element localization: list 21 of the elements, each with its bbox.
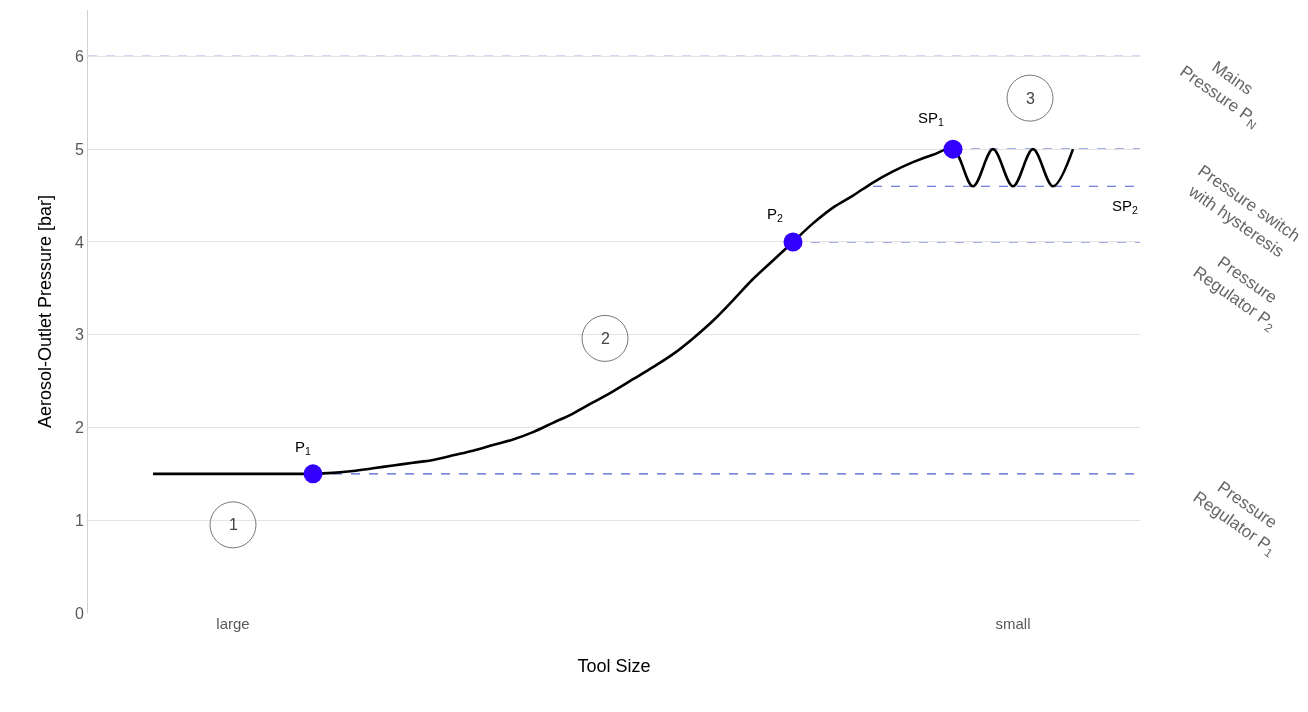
point [783, 232, 803, 252]
annotation: SP$_{1}$ [918, 109, 945, 129]
annotation: 2 [601, 330, 610, 347]
y-axis-title: Aerosol-Outlet Pressure [bar] [35, 194, 56, 429]
y-tick-label: 5 [74, 140, 84, 158]
y-tick-label: 0 [74, 604, 84, 622]
y-tick-label: 4 [74, 233, 84, 251]
y-tick-label: 1 [74, 511, 84, 529]
x-tick-label: small [995, 615, 1031, 632]
point [303, 464, 323, 484]
annotation: P$_{1}$ [295, 438, 312, 458]
text: SP$_{2}$ [1112, 197, 1139, 217]
x-tick-label: large [216, 615, 250, 632]
annotation: P$_{2}$ [767, 205, 784, 225]
annotation: 3 [1026, 90, 1035, 107]
annotation: 1 [229, 516, 238, 533]
point [943, 139, 963, 159]
y-tick-label: 2 [74, 419, 84, 437]
x-axis-title: Tool Size [577, 656, 651, 677]
y-tick-label: 6 [74, 47, 84, 65]
y-tick-label: 3 [74, 326, 84, 344]
